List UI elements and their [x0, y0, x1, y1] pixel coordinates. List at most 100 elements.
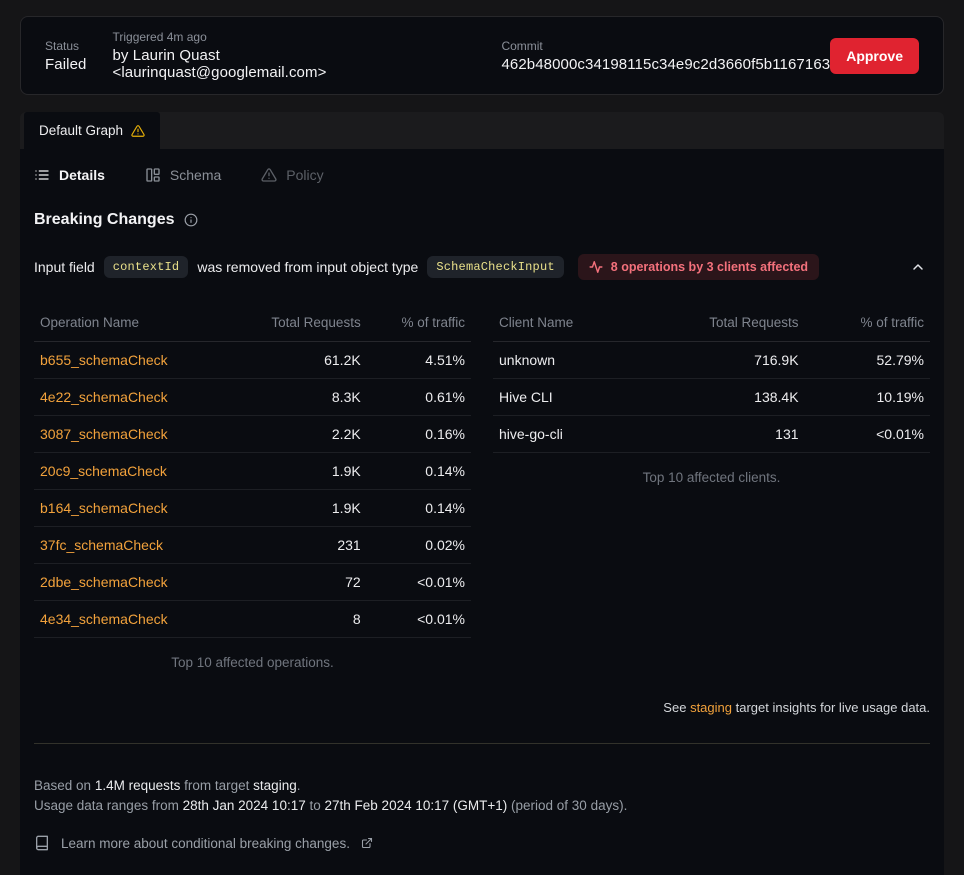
tab-schema-label: Schema [169, 167, 222, 183]
operation-requests: 2.2K [226, 415, 367, 453]
table-row: 3087_schemaCheck 2.2K 0.16% [34, 415, 471, 453]
operation-traffic: <0.01% [366, 600, 471, 638]
tab-policy-label: Policy [286, 167, 324, 183]
staging-target-link[interactable]: staging [690, 700, 732, 715]
operations-table: Operation Name Total Requests % of traff… [34, 306, 471, 638]
client-name: Hive CLI [493, 378, 637, 416]
tab-default-graph[interactable]: Default Graph [24, 112, 161, 149]
field-code-chip: contextId [103, 256, 189, 278]
breaking-change-row: Input field contextId was removed from i… [34, 254, 930, 280]
operation-link[interactable]: b655_schemaCheck [40, 352, 168, 368]
type-code-chip: SchemaCheckInput [427, 256, 564, 278]
learn-more-link[interactable]: Learn more about conditional breaking ch… [34, 835, 930, 851]
table-row: 4e34_schemaCheck 8 <0.01% [34, 600, 471, 638]
operation-traffic: 0.14% [366, 452, 471, 490]
operation-requests: 8 [226, 600, 367, 638]
client-name: hive-go-cli [493, 415, 637, 453]
operations-table-container: Operation Name Total Requests % of traff… [34, 306, 471, 670]
table-row: b655_schemaCheck 61.2K 4.51% [34, 341, 471, 379]
table-row: b164_schemaCheck 1.9K 0.14% [34, 489, 471, 527]
schema-panels-icon [145, 167, 161, 183]
operation-traffic: 0.61% [366, 378, 471, 416]
affected-badge-label: 8 operations by 3 clients affected [610, 260, 809, 274]
commit-label: Commit [501, 38, 543, 53]
book-icon [34, 835, 50, 851]
target-value: staging [253, 778, 297, 793]
clients-header-requests: Total Requests [636, 306, 805, 342]
client-traffic: 10.19% [804, 378, 930, 416]
operation-traffic: 0.16% [366, 415, 471, 453]
insights-note: See staging target insights for live usa… [34, 700, 930, 715]
triggered-group: Triggered 4m ago by Laurin Quast <laurin… [112, 30, 435, 81]
operation-link[interactable]: b164_schemaCheck [40, 500, 168, 516]
tab-details-label: Details [59, 167, 105, 183]
insights-note-prefix: See [663, 700, 687, 715]
period-dot: . [296, 778, 301, 793]
clients-table-container: Client Name Total Requests % of traffic … [493, 306, 930, 485]
operation-traffic: <0.01% [366, 563, 471, 601]
table-row: hive-go-cli 131 <0.01% [493, 415, 930, 453]
usage-tables: Operation Name Total Requests % of traff… [34, 306, 930, 670]
affected-operations-badge[interactable]: 8 operations by 3 clients affected [577, 254, 820, 280]
tab-policy[interactable]: Policy [261, 167, 324, 183]
clients-table-caption: Top 10 affected clients. [642, 470, 781, 485]
operation-link[interactable]: 4e34_schemaCheck [40, 611, 168, 627]
chevron-up-icon[interactable] [906, 255, 930, 279]
status-label: Status [45, 38, 80, 53]
operation-requests: 231 [226, 526, 367, 564]
view-tabs: Details Schema Policy [34, 161, 930, 183]
operations-header-requests: Total Requests [226, 306, 367, 342]
commit-group: Commit 462b48000c34198115c34e9c2d3660f5b… [501, 39, 830, 73]
client-traffic: <0.01% [804, 415, 930, 453]
check-summary-card: Status Failed Triggered 4m ago by Laurin… [20, 16, 944, 95]
operation-link[interactable]: 3087_schemaCheck [40, 426, 168, 442]
activity-pulse-icon [589, 260, 603, 274]
requests-value: 1.4M requests [94, 778, 181, 793]
table-row: 37fc_schemaCheck 231 0.02% [34, 526, 471, 564]
operation-requests: 72 [226, 563, 367, 601]
table-row: 20c9_schemaCheck 1.9K 0.14% [34, 452, 471, 490]
operations-table-caption: Top 10 affected operations. [171, 655, 334, 670]
usage-summary-line-1: Based on 1.4M requests from target stagi… [34, 776, 930, 796]
insights-note-suffix: target insights for live usage data. [735, 700, 930, 715]
change-text-middle: was removed from input object type [197, 259, 419, 275]
warning-triangle-icon [261, 167, 277, 183]
operation-link[interactable]: 2dbe_schemaCheck [40, 574, 168, 590]
operations-header-name: Operation Name [34, 306, 227, 342]
change-text-prefix: Input field [34, 259, 95, 275]
commit-value: 462b48000c34198115c34e9c2d3660f5b1167163 [501, 55, 831, 73]
based-on-text: Based on [34, 778, 92, 793]
breaking-changes-title: Breaking Changes [34, 211, 175, 228]
operation-link[interactable]: 20c9_schemaCheck [40, 463, 167, 479]
clients-header-name: Client Name [493, 306, 637, 342]
operation-requests: 1.9K [226, 452, 367, 490]
tab-details[interactable]: Details [34, 167, 105, 183]
to-text: to [309, 798, 321, 813]
operation-traffic: 0.02% [366, 526, 471, 564]
operation-link[interactable]: 37fc_schemaCheck [40, 537, 163, 553]
clients-header-traffic: % of traffic [804, 306, 930, 342]
status-group: Status Failed [45, 39, 86, 73]
table-row: unknown 716.9K 52.79% [493, 341, 930, 379]
table-row: 2dbe_schemaCheck 72 <0.01% [34, 563, 471, 601]
triggered-by-value: by Laurin Quast <laurinquast@googlemail.… [112, 47, 327, 81]
client-requests: 716.9K [636, 341, 805, 379]
breaking-changes-header: Breaking Changes [34, 211, 930, 229]
operation-traffic: 4.51% [366, 341, 471, 379]
client-requests: 131 [636, 415, 805, 453]
approve-button[interactable]: Approve [830, 37, 919, 74]
graph-tab-label: Default Graph [39, 123, 124, 138]
table-row: 4e22_schemaCheck 8.3K 0.61% [34, 378, 471, 416]
client-name: unknown [493, 341, 637, 379]
list-icon [34, 167, 50, 183]
tab-schema[interactable]: Schema [145, 167, 221, 183]
check-details-panel: Details Schema Policy Breaking Changes I… [20, 149, 944, 875]
usage-summary: Based on 1.4M requests from target stagi… [34, 776, 930, 816]
info-icon[interactable] [184, 213, 198, 227]
from-target-text: from target [184, 778, 250, 793]
warning-triangle-icon [131, 124, 145, 138]
section-divider [34, 743, 930, 744]
date-to-value: 27th Feb 2024 10:17 (GMT+1) [324, 798, 508, 813]
operation-link[interactable]: 4e22_schemaCheck [40, 389, 168, 405]
operation-requests: 8.3K [226, 378, 367, 416]
